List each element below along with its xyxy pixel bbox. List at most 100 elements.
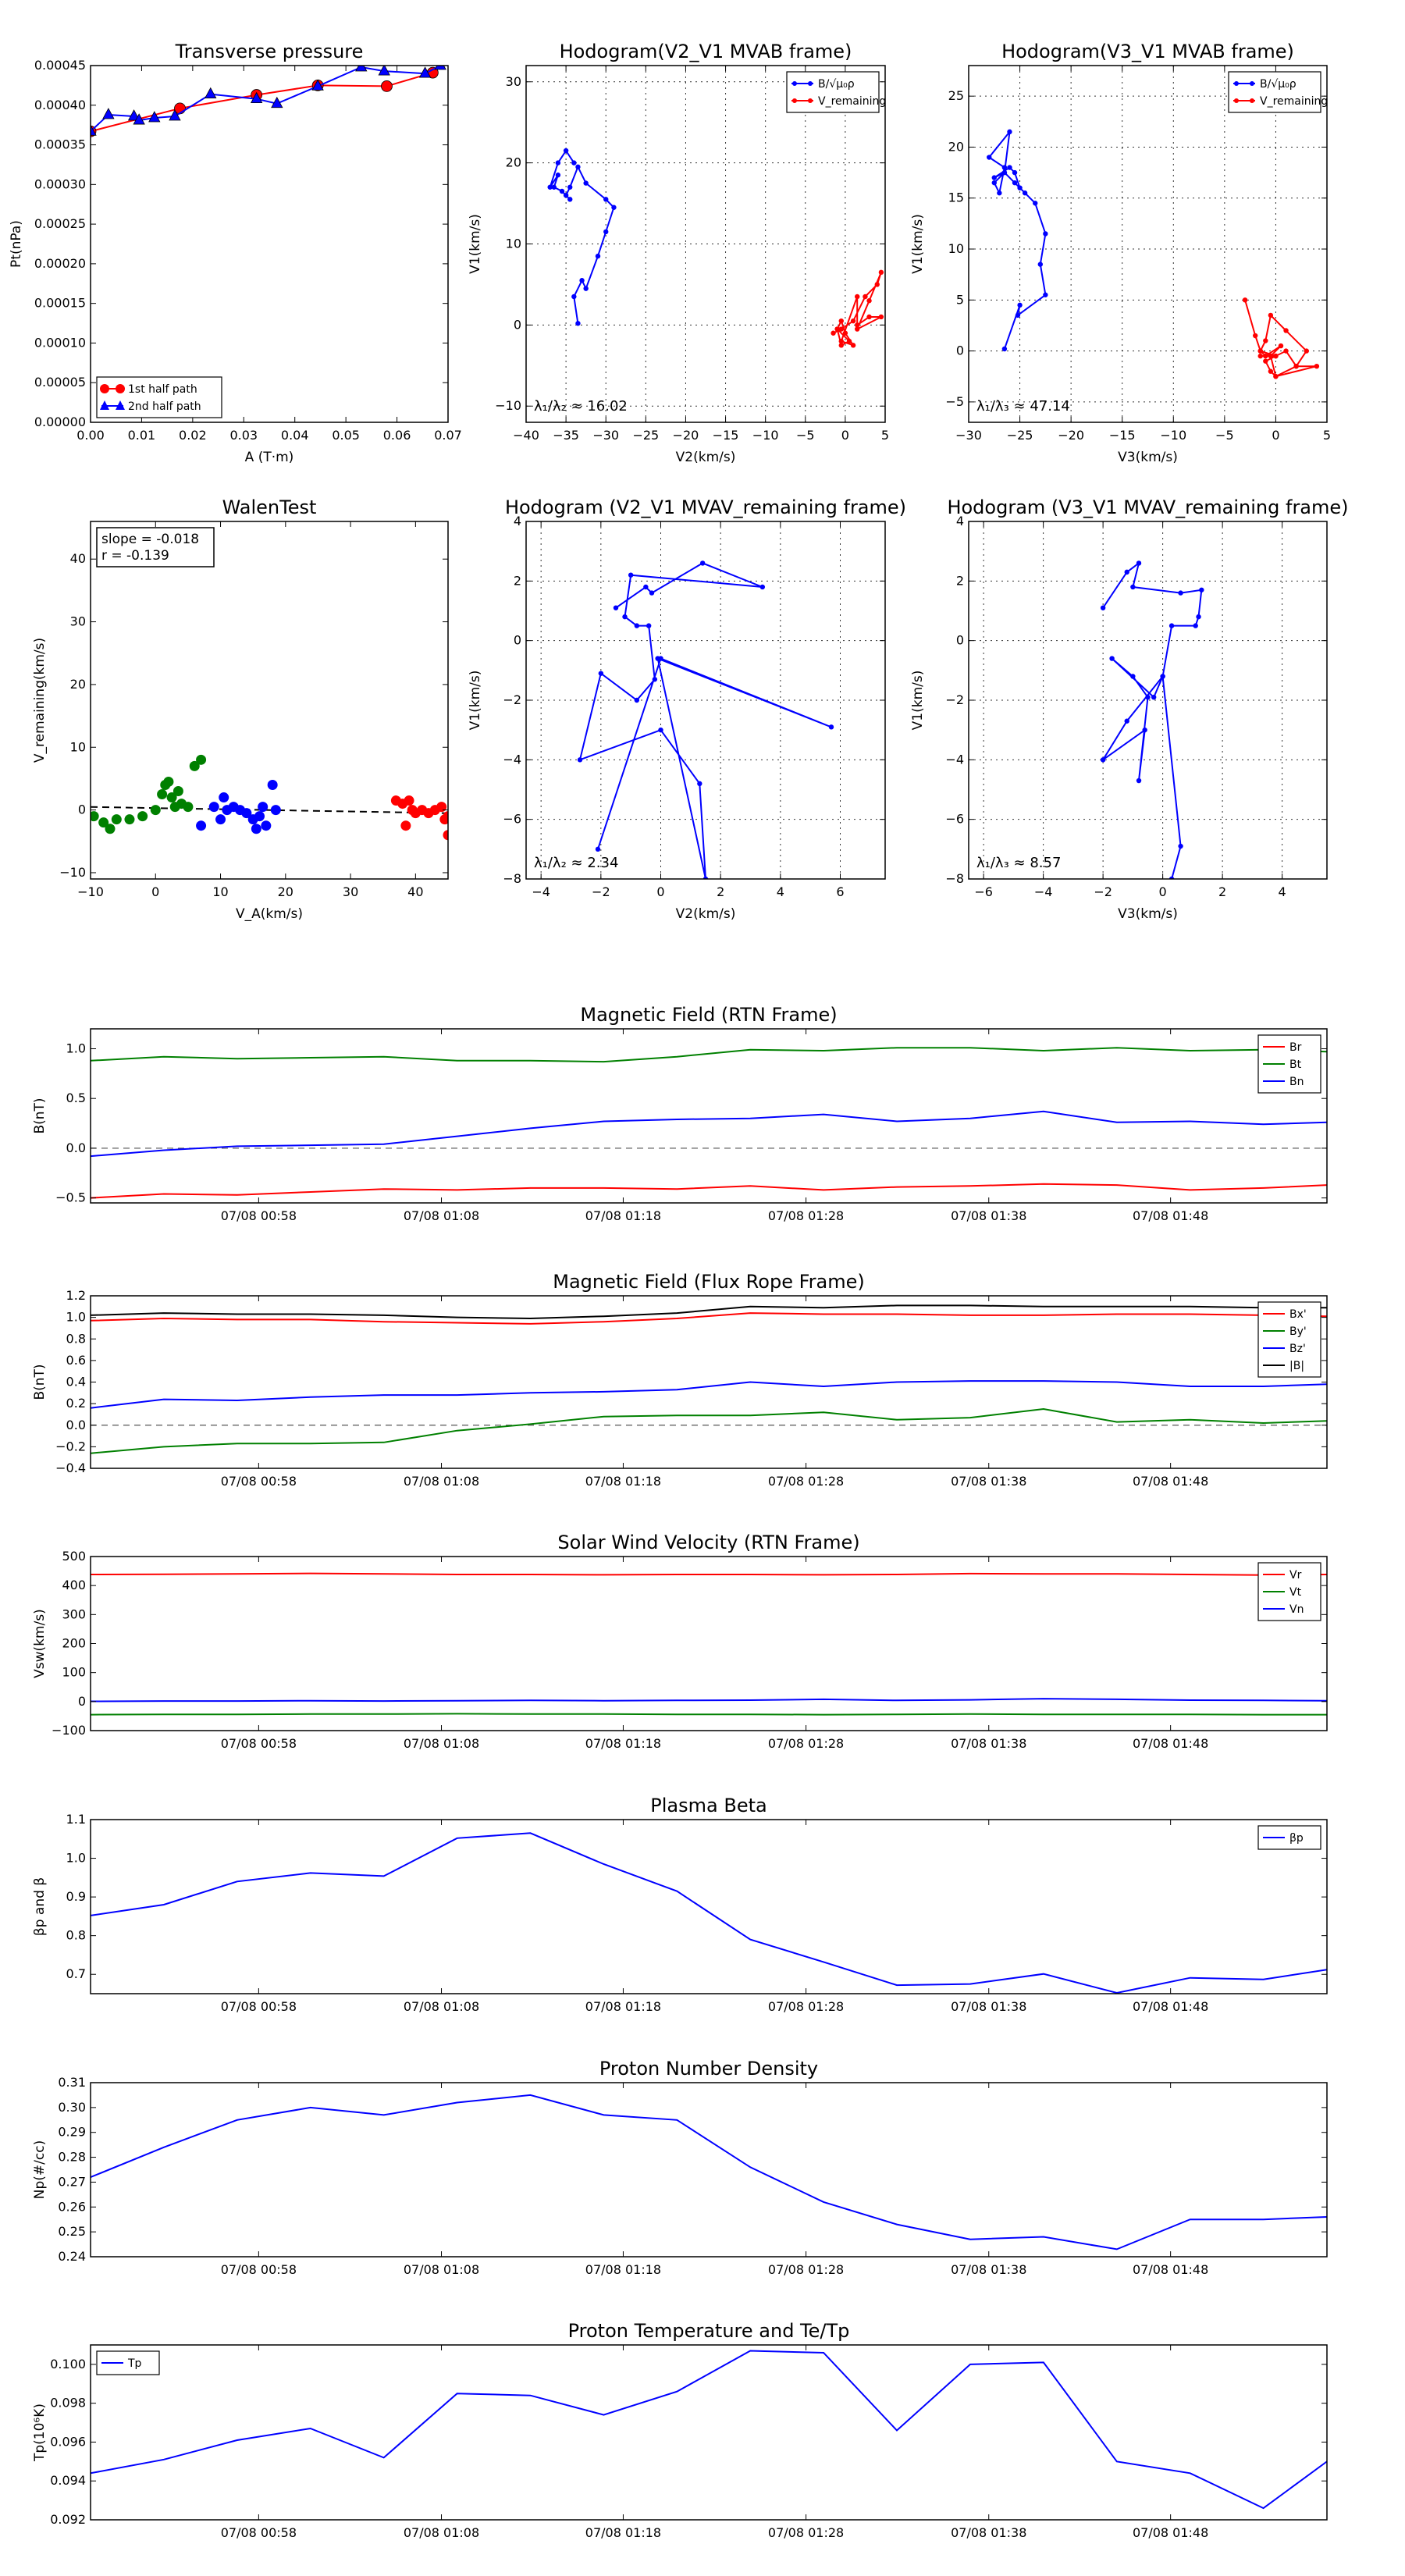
data-point (436, 802, 447, 813)
x-tick-label: 07/08 01:28 (768, 1736, 844, 1751)
y-tick-label: 0.2 (66, 1396, 86, 1411)
data-point (699, 560, 706, 566)
panel-walen: −10 0 10 20 30 40 −10 0 10 20 30 40 WalenTest V_A(km/… (32, 496, 449, 922)
y-axis-label: V1(km/s) (910, 214, 926, 274)
data-point (603, 229, 609, 235)
x-tick-label: 6 (836, 884, 844, 899)
x-tick-label: 07/08 01:08 (404, 1474, 479, 1489)
chart-title: Transverse pressure (175, 41, 364, 62)
data-point (102, 108, 115, 119)
series-line-Vt (91, 1713, 1327, 1716)
series-line-Bt (91, 1047, 1327, 1063)
data-point (838, 318, 844, 324)
plot-area (547, 148, 884, 348)
y-tick-label: 30 (70, 614, 86, 629)
x-tick-label: 0.02 (179, 428, 207, 443)
ratio-annotation: λ₁/λ₂ ≈ 2.34 (534, 855, 618, 871)
x-tick-label: −10 (752, 428, 779, 443)
y-tick-label: 25 (948, 88, 964, 103)
data-point (1160, 674, 1165, 679)
legend: 1st half path 2nd half path (96, 376, 222, 418)
x-tick-label: −5 (796, 428, 815, 443)
data-point (878, 269, 884, 276)
y-tick-label: 0.25 (58, 2224, 86, 2239)
x-tick-label: 0.04 (281, 428, 309, 443)
axes-frame (525, 521, 886, 880)
panel-h31: −30 −25 −20 −15 −10 −5 0 5 −5 0 5 10 15 20 25 Hodogram(… (910, 41, 1331, 465)
y-tick-label: −10 (495, 398, 521, 413)
legend-label: By' (1289, 1325, 1307, 1338)
y-tick-label: 500 (62, 1549, 86, 1564)
x-tick-label: −10 (1160, 428, 1186, 443)
data-point (649, 590, 655, 596)
data-point (1168, 623, 1175, 628)
data-point (1043, 231, 1048, 237)
data-point (583, 180, 589, 186)
data-point (443, 811, 448, 822)
y-tick-label: −4 (945, 752, 964, 767)
x-tick-label: 07/08 01:48 (1133, 1736, 1208, 1751)
data-point (1001, 346, 1008, 352)
data-point (652, 677, 658, 682)
data-point (1257, 348, 1263, 354)
data-point (1015, 312, 1021, 318)
data-point (196, 754, 207, 765)
y-tick-label: −100 (52, 1723, 86, 1738)
y-axis-label: B(nT) (32, 1364, 48, 1400)
panel-tp: 07/08 00:58 07/08 01:08 07/08 01:18 07/08 0… (32, 2320, 1328, 2540)
y-tick-label: −2 (945, 692, 964, 707)
data-point (111, 814, 122, 825)
data-point (595, 253, 601, 259)
data-point (173, 786, 183, 797)
x-tick-label: 07/08 00:58 (221, 1474, 297, 1489)
y-tick-label: 0.24 (58, 2249, 86, 2264)
y-tick-label: 20 (70, 677, 86, 692)
data-point (105, 824, 116, 834)
x-tick-label: 0 (1159, 884, 1167, 899)
y-tick-label: 0 (956, 633, 964, 648)
data-point (378, 66, 390, 76)
data-point (1263, 353, 1268, 359)
legend-label: Bz' (1289, 1343, 1306, 1355)
y-tick-label: 0.0 (66, 1140, 86, 1155)
data-point (611, 205, 617, 210)
data-point (1130, 674, 1136, 679)
y-tick-label: 0.30 (58, 2100, 86, 2115)
x-axis-label: V2(km/s) (676, 450, 736, 465)
data-point (997, 190, 1002, 196)
y-tick-label: 0.00045 (34, 58, 86, 73)
data-point (697, 781, 702, 787)
panel-mag_fr: 07/08 00:58 07/08 01:08 07/08 01:18 07/08 0… (32, 1271, 1328, 1489)
x-axis-label: V_A(km/s) (236, 906, 303, 922)
y-axis-label: Np(#/cc) (32, 2140, 48, 2199)
data-point (98, 817, 109, 828)
chart-title: Hodogram (V3_V1 MVAV_remaining frame) (947, 496, 1348, 518)
y-tick-label: 0.31 (58, 2075, 86, 2090)
data-point (166, 792, 177, 803)
y-tick-label: 0 (956, 343, 964, 358)
x-tick-label: 07/08 01:28 (768, 1999, 844, 2014)
panel-h21: −40 −35 −30 −25 −20 −15 −10 −5 0 5 −10 0 10 20 30 Hodog… (468, 41, 889, 465)
y-axis-label: V1(km/s) (468, 214, 483, 274)
data-point (563, 148, 569, 154)
y-axis-label: Pt(nPa) (9, 220, 24, 268)
data-point (157, 789, 168, 800)
legend-marker (1250, 98, 1254, 103)
y-axis-label: B(nT) (32, 1098, 48, 1133)
data-point (163, 776, 174, 787)
y-tick-label: 0.092 (50, 2512, 86, 2527)
legend: Tp (96, 2350, 160, 2375)
data-point (855, 294, 860, 300)
data-point (1168, 876, 1175, 879)
x-tick-label: 30 (343, 884, 358, 899)
y-tick-label: 0.28 (58, 2150, 86, 2165)
y-tick-label: 1.0 (66, 1041, 86, 1055)
legend-marker (808, 81, 813, 86)
data-point (133, 113, 145, 125)
data-point (838, 326, 844, 332)
data-point (583, 286, 589, 291)
x-tick-label: 07/08 01:08 (404, 1208, 479, 1223)
data-point (1007, 165, 1012, 170)
chart-title: Hodogram (V2_V1 MVAV_remaining frame) (505, 496, 906, 518)
